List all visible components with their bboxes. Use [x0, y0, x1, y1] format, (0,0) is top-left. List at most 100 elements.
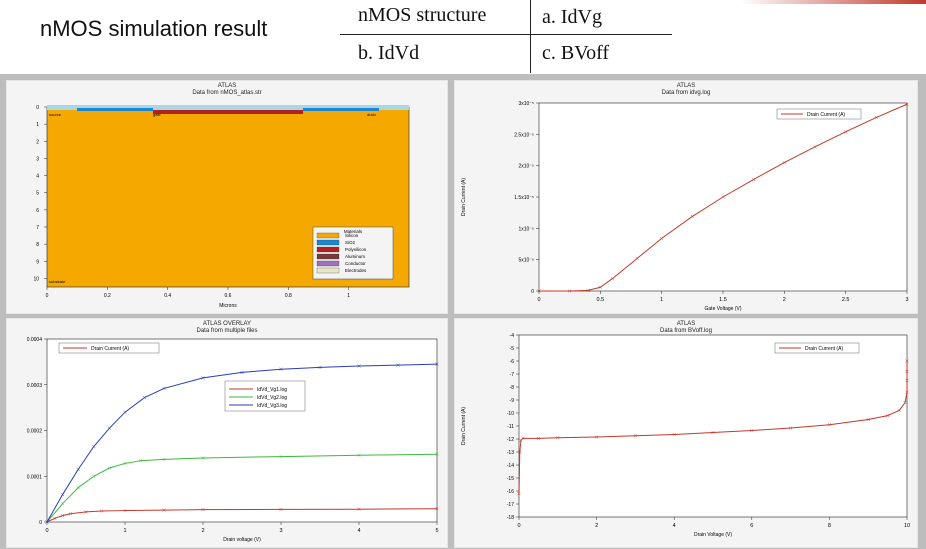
contents-table: nMOS structure a. IdVg b. IdVd c. BVoff	[340, 0, 672, 73]
y-tick-label: 1.5x10⁻⁵	[514, 195, 534, 201]
x-tick-label: 2	[783, 297, 786, 303]
data-point	[92, 474, 96, 478]
data-point	[874, 115, 879, 120]
legend-swatch	[316, 232, 340, 239]
structure-ytick-label: 0	[36, 105, 39, 111]
data-point	[788, 426, 793, 430]
structure-xtick-label: 0.4	[164, 293, 171, 299]
data-point	[435, 452, 439, 456]
drain-contact	[303, 108, 379, 111]
y-tick-label: -10	[507, 411, 514, 417]
data-point	[897, 408, 901, 413]
data-point	[142, 395, 147, 400]
data-point	[45, 520, 49, 524]
x-tick-label: 0.5	[597, 297, 605, 303]
data-point	[567, 289, 572, 293]
y-tick-label: 5x10⁻⁶	[518, 258, 534, 264]
legend-label-top: Drain Current (A)	[91, 346, 129, 352]
x-tick-label: 2	[595, 523, 598, 529]
structure-ytick-label: 9	[36, 259, 39, 265]
y-tick-label: 2.5x10⁻⁵	[514, 132, 534, 138]
structure-ytick-label: 2	[36, 139, 39, 145]
materials-legend: Materials Silicon SiO2 Polysilicon Aluminum…	[312, 226, 394, 280]
legend-label: Aluminum	[345, 254, 365, 259]
data-point	[843, 130, 848, 134]
data-point	[672, 432, 676, 437]
data-point	[60, 492, 65, 497]
data-point	[750, 428, 754, 433]
y-tick-label: 3x10⁻⁵	[518, 101, 534, 107]
source-contact	[77, 108, 153, 111]
data-point	[751, 177, 756, 182]
legend-box-top	[58, 342, 160, 354]
data-point	[279, 367, 283, 371]
structure-ytick-label: 3	[36, 156, 39, 162]
legend-box	[776, 108, 862, 120]
y-tick-label: -6	[510, 359, 515, 365]
x-tick-label: 4	[357, 528, 360, 534]
legend-swatch	[316, 246, 340, 253]
legend-label: SiO2	[345, 240, 356, 245]
data-point	[435, 362, 439, 366]
data-point	[68, 512, 73, 516]
data-point	[60, 513, 65, 518]
y-tick-label: -8	[510, 385, 515, 391]
bvoff-panel: ATLAS Data from BVoff.log 0 2 4 6 8 10 -4 -5 -6 -…	[454, 318, 918, 548]
legend-box	[774, 342, 860, 354]
data-point	[76, 467, 80, 472]
data-point	[357, 364, 361, 368]
series-legend-label: IdVd_Vg3.log	[257, 403, 287, 409]
legend-swatch	[316, 253, 340, 260]
data-point	[635, 256, 639, 261]
data-point	[162, 508, 166, 512]
x-tick-label: 2	[201, 528, 204, 534]
data-point	[60, 502, 65, 506]
structure-xtick-label: 0.2	[104, 293, 111, 299]
table-cell-bvoff: c. BVoff	[542, 42, 610, 64]
oxide-layer	[47, 105, 409, 110]
x-tick-label: 6	[750, 523, 753, 529]
table-vertical-divider	[530, 0, 531, 73]
data-point	[84, 510, 88, 514]
bvoff-title: ATLAS	[676, 321, 696, 327]
data-point	[76, 486, 80, 490]
data-point	[396, 363, 400, 367]
y-tick-label: -12	[507, 437, 514, 443]
data-point	[518, 450, 522, 454]
y-tick-label: -15	[507, 476, 514, 482]
structure-subtitle: Data from nMOS_atlas.str	[192, 90, 262, 96]
data-point	[240, 370, 244, 375]
series-line	[46, 508, 438, 523]
data-point	[357, 507, 361, 511]
data-point	[711, 430, 715, 435]
data-point	[905, 369, 909, 374]
data-point	[866, 417, 870, 422]
structure-ytick-label: 7	[36, 225, 39, 231]
data-point	[905, 390, 909, 394]
plot-area	[518, 334, 908, 518]
y-tick-label: 0.0001	[27, 474, 43, 480]
data-point	[123, 508, 127, 513]
y-tick-label: -5	[510, 346, 515, 352]
legend-label: Drain Current (A)	[805, 346, 843, 352]
x-tick-label: 3	[905, 297, 908, 303]
idvd-title: ATLAS OVERLAY	[202, 321, 252, 327]
source-label: source	[49, 112, 62, 117]
data-point	[813, 145, 817, 149]
idvg-title: ATLAS	[676, 83, 696, 89]
legend-label: Electrodes	[345, 268, 367, 273]
series-legend-box	[224, 380, 306, 412]
data-point	[279, 454, 283, 459]
y-tick-label: -4	[510, 333, 515, 339]
data-point	[201, 456, 205, 460]
data-point	[201, 376, 205, 380]
data-point	[659, 236, 664, 241]
data-point	[905, 378, 909, 383]
structure-plot: source gate drain substrate 0 0.2 0.4 0.6 0.…	[33, 105, 410, 309]
y-tick-label: 1x10⁻⁵	[518, 226, 534, 232]
idvg-panel: ATLAS Data from idvg.log 0 0.5 1 1.5 2 2.5 3 0 5…	[454, 80, 918, 314]
y-tick-label: -16	[507, 489, 514, 495]
data-point	[633, 434, 638, 438]
idvd-chart: 0 1 2 3 4 5 0 0.0001 0.0002 0.0003 0.0004 Drain vol…	[27, 337, 439, 543]
legend-swatch	[316, 267, 340, 274]
